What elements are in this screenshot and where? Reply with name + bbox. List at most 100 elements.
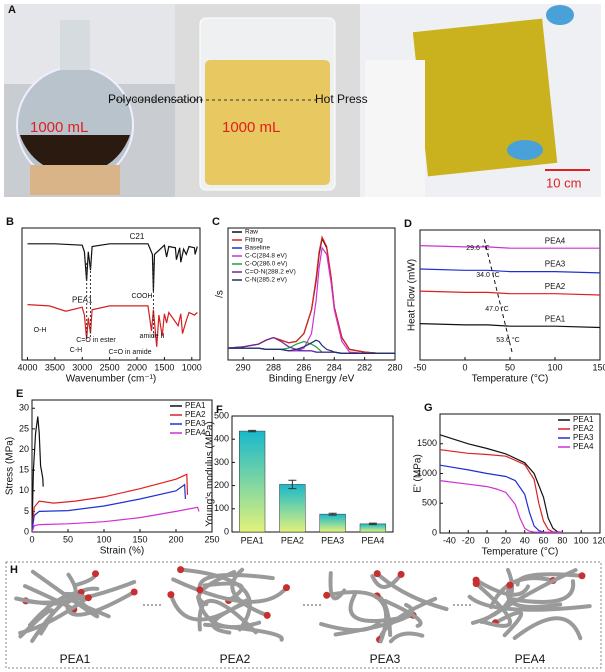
series-line bbox=[439, 449, 563, 533]
crosslink bbox=[130, 588, 138, 596]
x-tick-label: PEA1 bbox=[241, 535, 264, 545]
plot-frame bbox=[227, 227, 396, 361]
annotation: 53.6 °C bbox=[496, 336, 519, 344]
polymer-chain bbox=[30, 586, 100, 643]
annotation: 47.0 °C bbox=[485, 305, 508, 313]
polymer-chain bbox=[505, 583, 563, 609]
legend-label: PEA1 bbox=[185, 401, 206, 410]
legend-label: PEA3 bbox=[185, 419, 206, 428]
polymer-chain bbox=[18, 608, 55, 639]
annotation: C=O in ester bbox=[76, 337, 116, 344]
x-tick-label: 20 bbox=[501, 535, 511, 545]
y-axis-label: /s bbox=[215, 290, 226, 298]
x-tick-label: 50 bbox=[63, 534, 73, 544]
polymer-chain bbox=[14, 572, 78, 606]
x-tick-label: PEA2 bbox=[281, 535, 304, 545]
glove bbox=[507, 140, 543, 160]
annotation: 29.6 °C bbox=[466, 244, 489, 252]
series-line bbox=[31, 473, 189, 533]
legend-label: PEA4 bbox=[573, 442, 594, 451]
series-line bbox=[27, 304, 198, 347]
y-tick-label: 1000 bbox=[417, 468, 437, 478]
bar bbox=[238, 430, 266, 533]
legend-label: Baseline bbox=[245, 245, 270, 252]
crosslink bbox=[283, 584, 290, 592]
legend-label: PEA2 bbox=[185, 410, 206, 419]
x-tick-label: -40 bbox=[443, 535, 456, 545]
crosslink bbox=[92, 570, 99, 578]
crosslink bbox=[84, 594, 92, 602]
y-tick-label: 10 bbox=[19, 485, 29, 495]
polymer-chain bbox=[324, 590, 388, 644]
polymer-chain bbox=[507, 579, 576, 605]
y-tick-label: 15 bbox=[19, 465, 29, 475]
x-tick-label: 120 bbox=[592, 535, 605, 545]
x-tick-label: 2500 bbox=[100, 362, 120, 372]
series-line bbox=[439, 480, 563, 533]
polymer-chain bbox=[388, 631, 425, 644]
granules bbox=[205, 60, 330, 185]
crosslink bbox=[397, 570, 405, 578]
polymer-chain bbox=[72, 571, 98, 588]
y-tick-label: 500 bbox=[214, 410, 229, 420]
series-line bbox=[228, 339, 395, 354]
error-bar bbox=[368, 522, 377, 526]
x-tick-label: 2000 bbox=[127, 362, 147, 372]
legend-label: PEA3 bbox=[573, 433, 594, 442]
panel-label: G bbox=[424, 402, 433, 414]
networks bbox=[14, 566, 592, 644]
x-tick-label: 3000 bbox=[72, 362, 92, 372]
y-tick-label: 30 bbox=[19, 403, 29, 413]
series-line bbox=[419, 323, 601, 329]
x-tick-label: 100 bbox=[574, 535, 589, 545]
step-label: Hot Press bbox=[315, 92, 368, 106]
crosslink bbox=[472, 580, 480, 588]
x-tick-label: PEA3 bbox=[321, 535, 344, 545]
x-tick-label: 284 bbox=[327, 362, 342, 372]
plot-frame bbox=[31, 399, 213, 533]
flask-neck bbox=[60, 20, 90, 70]
error-bar bbox=[248, 429, 257, 433]
x-axis-label: Temperature (°C) bbox=[482, 547, 559, 558]
glove bbox=[546, 5, 574, 25]
x-tick-label: 0 bbox=[485, 535, 490, 545]
x-tick-label: 4000 bbox=[17, 362, 37, 372]
film bbox=[412, 18, 558, 177]
volume-label: 1000 mL bbox=[30, 119, 88, 136]
series-line bbox=[439, 464, 563, 533]
bar bbox=[359, 523, 387, 533]
panel-label: H bbox=[10, 564, 18, 576]
x-tick-label: 40 bbox=[520, 535, 530, 545]
crosslink bbox=[506, 581, 514, 589]
panel-label: E bbox=[16, 388, 23, 400]
polymer-chain bbox=[467, 594, 592, 612]
crosslink bbox=[177, 566, 185, 574]
legend-label: C-O(286.0 eV) bbox=[245, 261, 287, 268]
y-tick-label: 200 bbox=[214, 480, 229, 490]
x-tick-label: 0 bbox=[29, 534, 34, 544]
x-tick-label: 3500 bbox=[45, 362, 65, 372]
panel-label: F bbox=[216, 404, 223, 416]
polymer-chain bbox=[493, 610, 524, 638]
plot-frame bbox=[21, 227, 201, 361]
x-tick-label: 50 bbox=[505, 362, 515, 372]
legend-label: C-N(285.2 eV) bbox=[245, 277, 287, 284]
y-tick-label: 100 bbox=[214, 503, 229, 513]
crosslink bbox=[263, 611, 271, 619]
network-label: PEA2 bbox=[220, 652, 251, 666]
series-line bbox=[419, 245, 600, 249]
network-label: PEA1 bbox=[60, 652, 91, 666]
series-label: PEA1 bbox=[72, 295, 93, 304]
y-tick-label: 20 bbox=[19, 444, 29, 454]
panel-label: C bbox=[212, 216, 220, 228]
polymer-chain bbox=[197, 572, 275, 592]
series-label: PEA4 bbox=[545, 236, 566, 245]
y-tick-label: 0 bbox=[224, 526, 229, 536]
legend-label: Fitting bbox=[245, 237, 263, 244]
series-label: PEA3 bbox=[545, 260, 566, 269]
y-tick-label: 1500 bbox=[417, 438, 437, 448]
x-tick-label: 250 bbox=[204, 534, 219, 544]
x-tick-label: 282 bbox=[357, 362, 372, 372]
panel-label: A bbox=[8, 4, 16, 16]
x-tick-label: PEA4 bbox=[361, 535, 384, 545]
